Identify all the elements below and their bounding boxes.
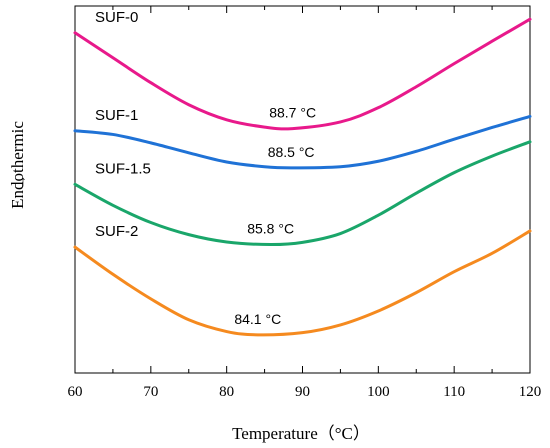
- series-line-suf-0: [73, 17, 532, 131]
- axes: 60 70 80 90 100 110 120: [68, 5, 542, 400]
- x-tick-label: 110: [443, 384, 465, 400]
- series-label-suf-2: SUF-2: [95, 223, 138, 240]
- series-line-suf-1-5: [73, 140, 532, 247]
- series-layer: [73, 17, 532, 337]
- x-tick-label: 80: [219, 384, 234, 400]
- peak-label-suf-2: 84.1 °C: [234, 311, 281, 327]
- x-tick-label: 100: [367, 384, 390, 400]
- series-line-suf-1: [73, 114, 532, 170]
- x-tick-label: 70: [143, 384, 158, 400]
- labels-layer: SUF-0 88.7 °C SUF-1 88.5 °C SUF-1.5 85.8 °C SU…: [95, 9, 316, 327]
- series-line-suf-2: [73, 229, 532, 337]
- series-label-suf-1: SUF-1: [95, 107, 138, 124]
- y-axis-title: Endothermic: [8, 121, 27, 209]
- series-label-suf-1-5: SUF-1.5: [95, 160, 151, 177]
- x-tick-label: 60: [68, 384, 83, 400]
- peak-label-suf-0: 88.7 °C: [269, 105, 316, 121]
- x-tick-label: 90: [295, 384, 310, 400]
- peak-label-suf-1-5: 85.8 °C: [247, 221, 294, 237]
- series-label-suf-0: SUF-0: [95, 9, 138, 26]
- peak-label-suf-1: 88.5 °C: [268, 144, 315, 160]
- x-tick-label: 120: [519, 384, 542, 400]
- y-axis-arrow: ↑: [19, 174, 27, 190]
- plot-frame: [74, 5, 531, 374]
- x-axis-title: Temperature（°C）: [232, 424, 370, 443]
